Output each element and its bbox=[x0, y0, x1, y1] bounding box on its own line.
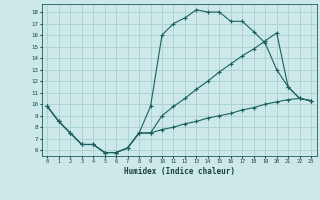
X-axis label: Humidex (Indice chaleur): Humidex (Indice chaleur) bbox=[124, 167, 235, 176]
